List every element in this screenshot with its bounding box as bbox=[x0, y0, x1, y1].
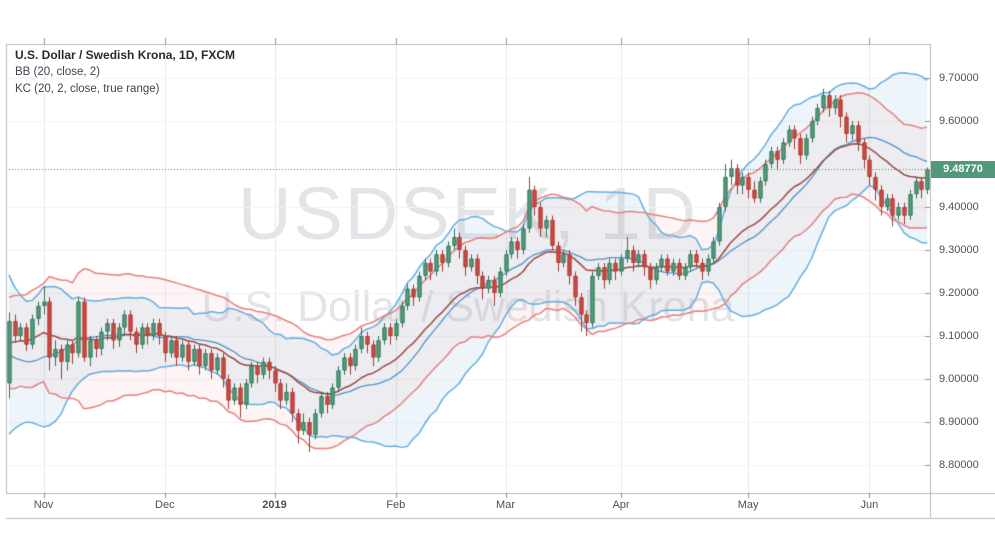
time-axis-label: Apr bbox=[612, 499, 630, 511]
last-price-badge: 9.48770 bbox=[931, 160, 995, 178]
time-axis-label: Dec bbox=[155, 499, 175, 511]
price-axis-label: 8.80000 bbox=[939, 459, 979, 471]
time-axis-label: 2019 bbox=[262, 499, 287, 511]
price-axis[interactable]: 9.70000 9.60000 9.40000 9.30000 9.20000 9.100… bbox=[930, 44, 995, 493]
price-axis-label: 9.70000 bbox=[939, 72, 979, 84]
price-axis-label: 9.00000 bbox=[939, 373, 979, 385]
time-axis-label: Jun bbox=[860, 499, 879, 511]
price-axis-label: 9.20000 bbox=[939, 287, 979, 299]
price-axis-label: 9.60000 bbox=[939, 115, 979, 127]
price-axis-label: 9.30000 bbox=[939, 244, 979, 256]
legend-bb-indicator-row[interactable]: BB (20, close, 2) bbox=[15, 66, 101, 78]
time-axis-label: Nov bbox=[33, 499, 54, 511]
chart-legend: U.S. Dollar / Swedish Krona, 1D, FXCM BB… bbox=[15, 48, 235, 100]
time-axis-label: Feb bbox=[386, 499, 406, 511]
legend-symbol-row[interactable]: U.S. Dollar / Swedish Krona, 1D, FXCM bbox=[15, 48, 236, 62]
price-axis-label: 8.90000 bbox=[939, 416, 979, 428]
price-axis-label: 9.10000 bbox=[939, 330, 979, 342]
price-axis-label: 9.40000 bbox=[939, 201, 979, 213]
legend-kc-indicator-row[interactable]: KC (20, 2, close, true range) bbox=[15, 83, 160, 95]
time-axis-label: Mar bbox=[496, 499, 516, 511]
time-axis[interactable]: Nov Dec 2019 Feb Mar Apr May Jun bbox=[0, 493, 930, 518]
time-axis-label: May bbox=[737, 499, 759, 511]
